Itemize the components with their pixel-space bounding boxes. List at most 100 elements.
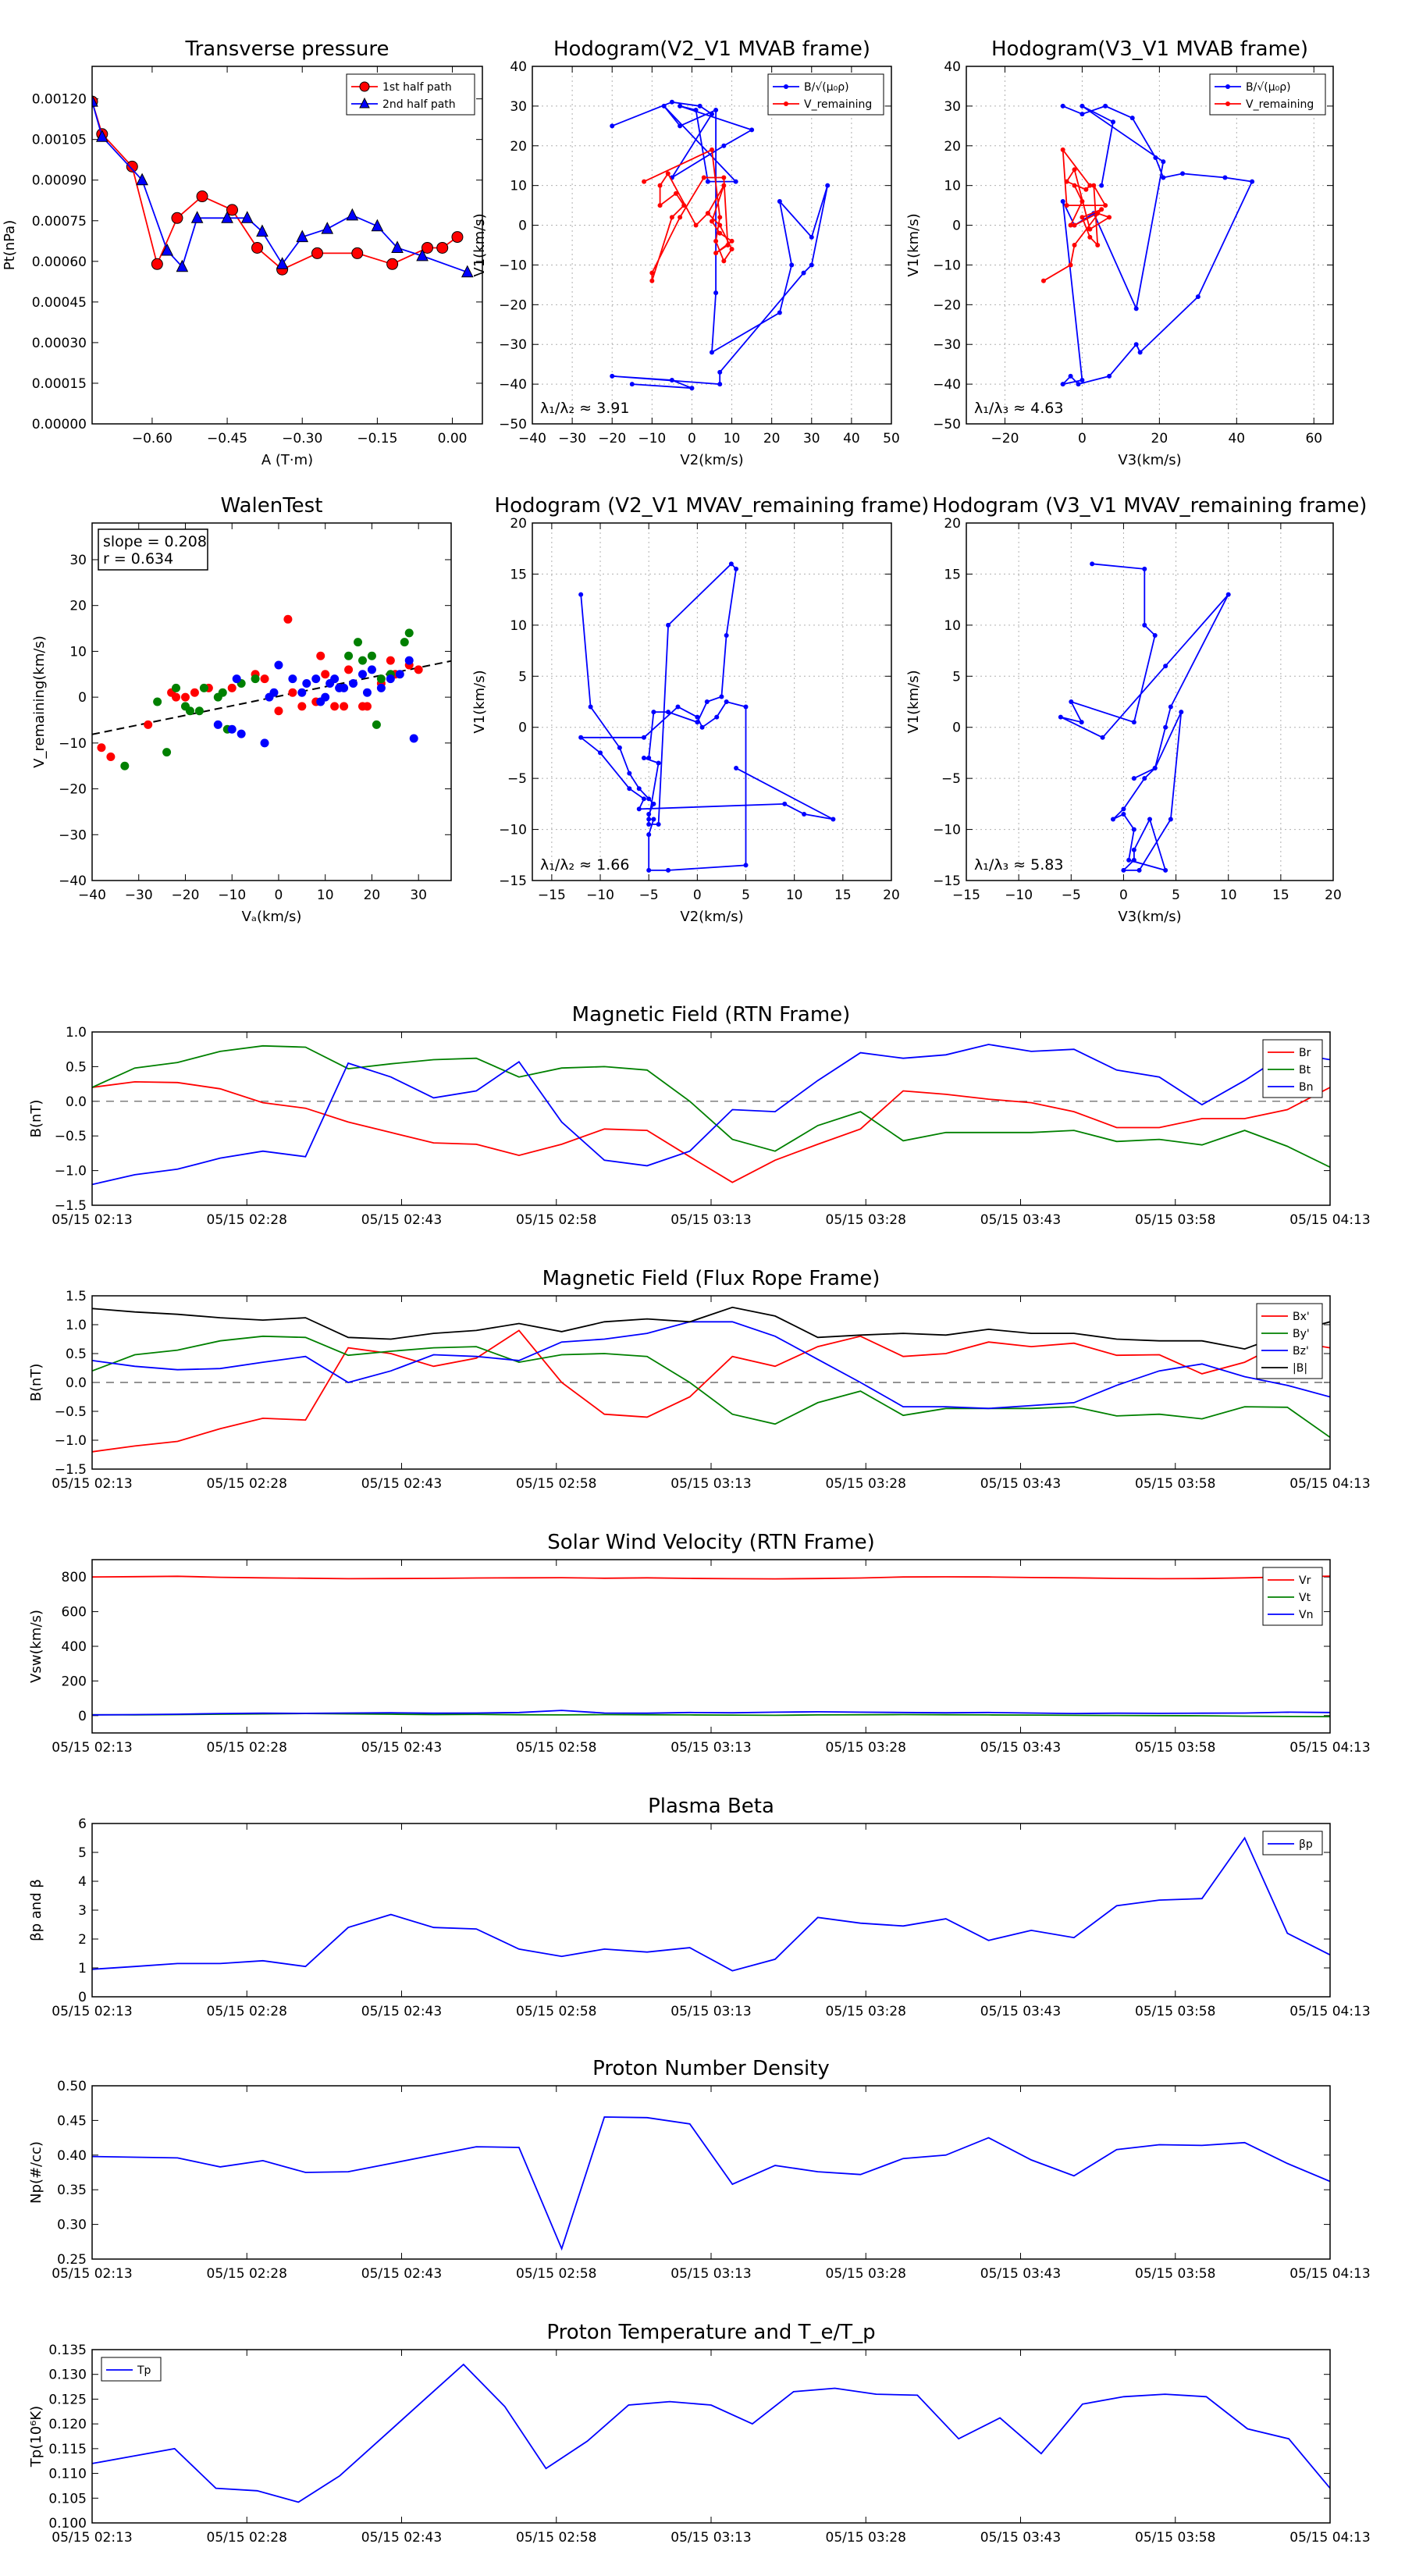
- tp_temp-xtick-label: 05/15 03:43: [980, 2530, 1061, 2546]
- walen-point: [330, 674, 340, 684]
- tp-point: [226, 204, 238, 216]
- hodoA-point: [710, 112, 714, 117]
- hodoD-point: [1111, 817, 1115, 822]
- beta-ylabel: βp and β: [28, 1879, 44, 1941]
- walen-point: [297, 702, 307, 711]
- hodoA-point: [665, 171, 670, 176]
- walen-point: [274, 706, 283, 716]
- hodoA-point: [629, 382, 635, 387]
- vsw-ylabel: Vsw(km/s): [28, 1610, 44, 1683]
- bfield_rtn-ytick-label: 0.0: [66, 1094, 87, 1110]
- np-xtick-label: 05/15 03:58: [1135, 2266, 1215, 2282]
- hodoA-point: [825, 183, 831, 188]
- chart-beta: Plasma Beta 05/15 02:13 05/15 02:28 05/15 0…: [28, 1795, 1371, 2019]
- hodoB-plot-area: [1040, 103, 1255, 387]
- walen-point: [288, 674, 297, 684]
- np-xtick-label: 05/15 03:13: [670, 2266, 751, 2282]
- walen-point: [376, 674, 386, 684]
- hodoB-point: [1068, 222, 1073, 228]
- walen-xtick-label: 20: [364, 888, 381, 903]
- hodoB-point: [1107, 215, 1112, 220]
- hodoB-point: [1095, 211, 1101, 216]
- bfield_rtn-legend-label: Bn: [1299, 1081, 1313, 1094]
- hodoA-annotation: λ₁/λ₂ ≈ 3.91: [540, 400, 629, 417]
- np-xtick-label: 05/15 02:58: [516, 2266, 596, 2282]
- hodoB-point: [1072, 167, 1077, 173]
- walen-point: [194, 706, 204, 716]
- walen-point: [357, 656, 367, 665]
- np-xtick-label: 05/15 02:13: [52, 2266, 132, 2282]
- bfield_rtn-title: Magnetic Field (RTN Frame): [572, 1003, 851, 1026]
- vsw-ytick-label: 200: [62, 1674, 87, 1689]
- hodoB-point: [1080, 103, 1085, 109]
- np-ylabel: Np(#/cc): [28, 2141, 44, 2204]
- tp-plot-area: [92, 94, 474, 278]
- walen-point: [404, 656, 414, 665]
- hodoB-ytick-label: 0: [952, 219, 961, 234]
- hodoC-point: [675, 704, 681, 710]
- hodoA-xlabel: V2(km/s): [680, 452, 743, 468]
- hodoD-point: [1126, 857, 1132, 863]
- bfield_fr-ytick-label: −0.5: [55, 1404, 87, 1420]
- hodoD-point: [1179, 710, 1184, 715]
- walen-frame: [91, 522, 452, 881]
- tp_temp-xtick-label: 05/15 04:13: [1289, 2530, 1370, 2546]
- bfield_rtn-xtick-label: 05/15 03:58: [1135, 1212, 1215, 1228]
- hodoA-point: [777, 199, 782, 205]
- hodoD-title: Hodogram (V3_V1 MVAV_remaining frame): [933, 494, 1368, 518]
- walen-ytick-label: −20: [59, 782, 87, 798]
- hodoA-series-0-line: [611, 101, 829, 390]
- hodoB-point: [1080, 378, 1085, 383]
- beta-xtick-label: 05/15 03:28: [826, 2004, 906, 2019]
- hodoA-point: [713, 251, 719, 256]
- hodoA-ytick-label: −50: [499, 417, 527, 432]
- bfield_rtn-frame: [91, 1031, 1331, 1206]
- tp-point: [391, 240, 404, 253]
- walen-xtick-label: 10: [317, 888, 334, 903]
- tp-title: Transverse pressure: [185, 37, 389, 61]
- walen-point: [153, 697, 162, 706]
- chart-walen: WalenTest −40 −30 −20 −10 0 10 20 30 −40 −30 −20 −10…: [31, 494, 452, 925]
- hodoB-point: [1222, 175, 1228, 180]
- hodoC-point: [695, 714, 700, 720]
- bfield_fr-series-Bz': [92, 1321, 1330, 1410]
- bfield_fr-xtick-label: 05/15 02:58: [516, 1476, 596, 1492]
- vsw-plot-area: [92, 1575, 1330, 1718]
- hodoB-series-0-line: [1061, 105, 1254, 386]
- hodoB-ytick-label: 30: [944, 99, 961, 115]
- chart-hodoB: Hodogram(V3_V1 MVAB frame) −20 0 20 40 60 −50 −…: [905, 37, 1334, 468]
- hodoC-point: [699, 724, 705, 730]
- tp-series-0-line: [92, 101, 458, 271]
- np-ytick-label: 0.35: [57, 2183, 87, 2198]
- np-ytick-label: 0.45: [57, 2113, 87, 2129]
- hodoA-xtick-label: −30: [558, 431, 586, 447]
- hodoA-ytick-label: −10: [499, 258, 527, 273]
- hodoD-ytick-label: −15: [933, 873, 961, 889]
- hodoB-point: [1195, 294, 1200, 300]
- tp-ytick-label: 0.00120: [32, 92, 87, 108]
- walen-point: [321, 670, 330, 679]
- hodoC-point: [646, 755, 652, 760]
- hodoB-legend-marker: [1225, 84, 1230, 89]
- hodoB-point: [1068, 373, 1073, 379]
- hodoC-point: [627, 770, 632, 776]
- hodoA-ytick-label: 10: [510, 179, 527, 194]
- tp_temp-ylabel: Tp(10⁶K): [28, 2406, 44, 2467]
- hodoC-xtick-label: 15: [834, 888, 852, 903]
- hodoC-point: [666, 867, 671, 873]
- walen-point: [311, 674, 321, 684]
- hodoA-point: [717, 222, 723, 228]
- hodoB-point: [1060, 103, 1065, 109]
- tp-ytick-label: 0.00030: [32, 336, 87, 351]
- walen-point: [414, 665, 423, 674]
- beta-xtick-label: 05/15 02:43: [361, 2004, 442, 2019]
- hodoC-point: [646, 867, 652, 873]
- beta-ytick-label: 1: [78, 1961, 87, 1976]
- bfield_fr-ylabel: B(nT): [28, 1364, 44, 1402]
- tp-ytick-label: 0.00015: [32, 376, 87, 392]
- hodoD-point: [1152, 632, 1158, 638]
- tp-point: [436, 241, 449, 254]
- hodoB-point: [1161, 175, 1166, 180]
- bfield_fr-xtick-label: 05/15 03:13: [670, 1476, 751, 1492]
